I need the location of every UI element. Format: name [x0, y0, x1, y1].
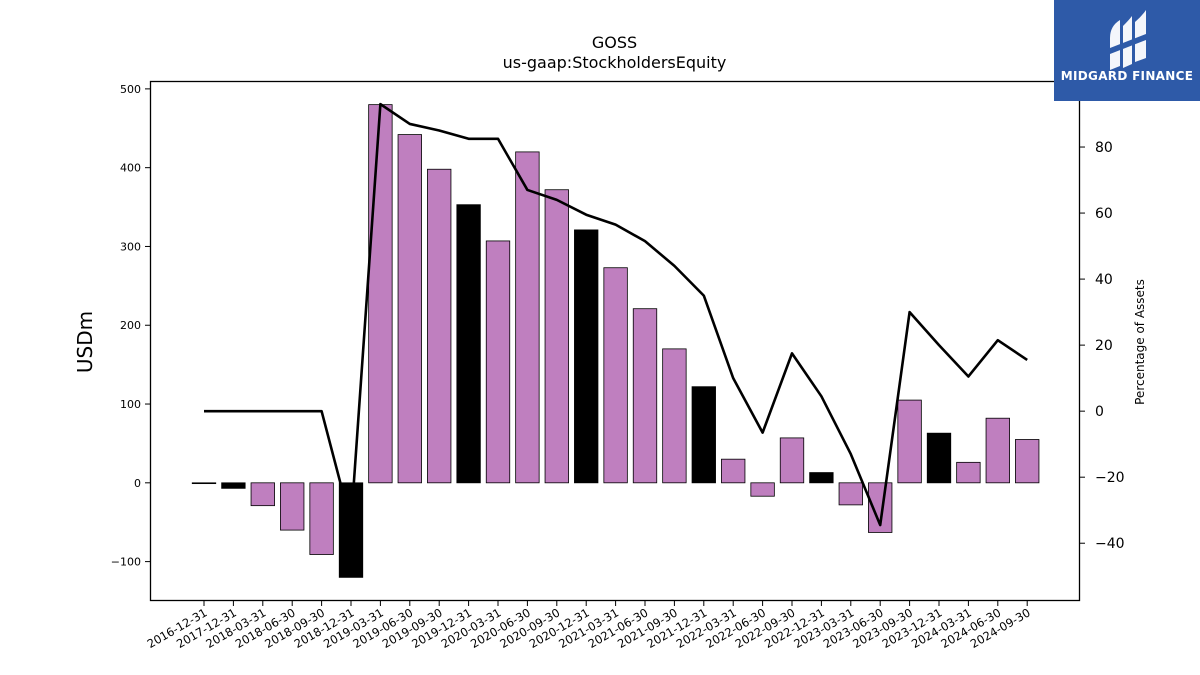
bar-2022-03-31	[721, 458, 746, 484]
logo-text: MIDGARD FINANCE	[1060, 69, 1194, 83]
bar-2017-12-31	[221, 482, 246, 489]
bar-2024-09-30	[1015, 439, 1040, 484]
right-tick-label: −40	[1095, 536, 1125, 552]
left-tick-label: 400	[120, 162, 141, 175]
bar-2023-03-31	[838, 482, 863, 506]
left-tick-label: −100	[111, 556, 141, 569]
bar-layer	[191, 104, 1040, 578]
bar-2016-12-31	[191, 482, 217, 485]
bar-2023-06-30	[868, 482, 893, 533]
y2-axis-label: Percentage of Assets	[1133, 279, 1147, 405]
bar-2024-06-30	[985, 417, 1010, 484]
left-tick-label: 300	[120, 240, 141, 253]
bar-2019-03-31	[368, 104, 393, 484]
left-tick-label: 0	[134, 477, 141, 490]
right-tick-label: 0	[1095, 404, 1104, 420]
bar-2019-06-30	[397, 134, 422, 484]
left-y-axis: −100 0 100 200 300 400 500	[111, 83, 150, 569]
bar-2018-09-30	[309, 482, 334, 555]
percentage-of-assets-line	[204, 102, 1028, 527]
bar-2019-09-30	[427, 168, 452, 484]
left-tick-label: 200	[120, 319, 141, 332]
bar-2022-06-30	[750, 482, 775, 497]
bar-2019-12-31	[456, 204, 481, 484]
bar-2018-12-31	[338, 482, 364, 578]
chart-title: GOSS	[591, 33, 638, 52]
y-axis-label: USDm	[73, 311, 97, 373]
bar-2020-03-31	[485, 240, 511, 484]
bar-2018-06-30	[280, 482, 305, 531]
right-tick-label: 20	[1095, 338, 1113, 354]
bar-2020-06-30	[515, 151, 540, 484]
right-tick-label: 60	[1095, 206, 1113, 222]
right-tick-label: 80	[1095, 140, 1113, 156]
bar-2022-12-31	[809, 472, 834, 484]
bar-2022-09-30	[779, 437, 805, 484]
midgard-finance-logo: MIDGARD FINANCE	[1054, 0, 1200, 101]
bar-2021-03-31	[603, 267, 628, 484]
x-axis: 2016-12-312017-12-312018-03-312018-06-30…	[145, 601, 1033, 651]
bar-2024-03-31	[956, 461, 981, 484]
bar-2021-12-31	[691, 386, 716, 484]
bar-2023-09-30	[897, 399, 922, 484]
bar-2020-12-31	[574, 229, 599, 484]
bar-2021-09-30	[662, 348, 687, 484]
bar-2018-03-31	[250, 482, 275, 507]
bar-2020-09-30	[544, 189, 569, 484]
bar-2023-12-31	[926, 432, 952, 484]
bar-2021-06-30	[632, 308, 658, 484]
right-tick-label: 40	[1095, 272, 1113, 288]
left-tick-label: 500	[120, 83, 141, 96]
plot-frame	[149, 80, 1081, 602]
midgard-logo-icon	[1110, 10, 1146, 70]
left-tick-label: 100	[120, 398, 141, 411]
right-y-axis: −40 −20 0 20 40 60 80	[1080, 140, 1125, 552]
chart-subtitle: us-gaap:StockholdersEquity	[502, 53, 727, 72]
right-tick-label: −20	[1095, 470, 1125, 486]
